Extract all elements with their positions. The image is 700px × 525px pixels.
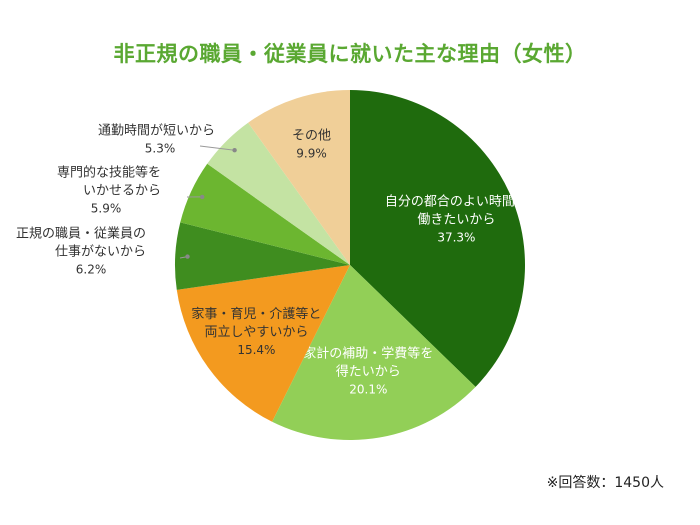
slice-category-label: その他 [292,129,331,144]
pie-slice-4 [180,163,350,265]
leader-line [199,145,235,151]
slice-value-label: 9.9% [296,147,327,161]
slice-category-label: 専門的な技能等を [57,165,161,181]
slice-value-label: 20.1% [349,382,387,396]
slice-category-label: 自分の都合のよい時間に [385,195,528,210]
slice-value-label: 15.4% [237,343,275,357]
pie-slice-0 [350,90,525,387]
slice-value-label: 37.3% [437,231,475,245]
leader-dot [200,194,205,200]
slice-category-label: 家事・育児・介護等と [191,306,321,322]
pie-slice-2 [176,265,350,422]
pie-slice-6 [248,90,350,265]
chart-title: 非正規の職員・従業員に就いた主な理由（女性） [113,42,587,66]
slice-category-label: 仕事がないから [55,245,146,260]
slice-category-label: 正規の職員・従業員の [16,226,146,242]
slice-value-label: 5.9% [91,202,122,216]
leader-dot [185,254,190,259]
pie-slice-1 [272,265,476,440]
slice-value-label: 5.3% [145,142,176,156]
slice-category-label: 通勤時間が短いから [98,124,215,139]
respondent-count-note: ※回答数：1450人 [546,475,664,491]
slice-category-label: 得たいから [336,363,401,379]
slice-category-label: 両立しやすいから [204,325,308,340]
leader-dot [232,148,237,153]
slice-value-label: 6.2% [76,263,107,277]
slice-category-label: 家計の補助・学費等を [303,345,433,361]
pie-slice-3 [174,222,350,290]
slice-category-label: 働きたいから [417,213,495,228]
pie-slice-5 [207,122,350,265]
slice-category-label: いかせるから [83,184,161,199]
